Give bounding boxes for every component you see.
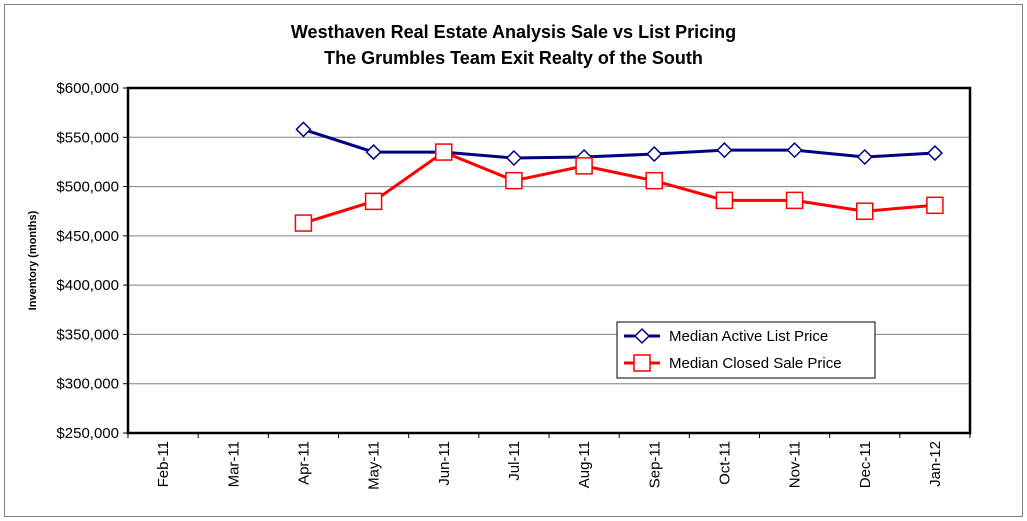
- x-tick-label: Dec-11: [857, 441, 874, 488]
- data-point-diamond: [856, 148, 873, 166]
- data-point-square: [715, 191, 734, 210]
- plot-area: [126, 86, 972, 435]
- data-point-diamond: [295, 121, 312, 138]
- y-tick-label: $400,000: [56, 277, 119, 294]
- series-group: [294, 121, 944, 232]
- chart-title: Westhaven Real Estate Analysis Sale vs L…: [290, 22, 737, 42]
- data-point-diamond: [716, 142, 733, 159]
- data-point-square: [435, 143, 453, 161]
- y-tick-label: $450,000: [56, 228, 119, 245]
- x-tick-label: Oct-11: [716, 441, 733, 485]
- data-point-diamond: [786, 142, 803, 159]
- x-tick-label: Mar-11: [225, 441, 242, 487]
- data-point-square: [505, 171, 523, 190]
- x-tick-label: Aug-11: [576, 441, 593, 488]
- x-axis: Feb-11 Mar-11 Apr-11 May-11 Jun-11 Jul-11 Aug-…: [127, 433, 971, 490]
- series-line: [302, 150, 936, 225]
- data-point-square: [575, 157, 593, 175]
- chart-frame: [4, 4, 1023, 517]
- x-tick-label: Jan-12: [927, 441, 944, 487]
- y-tick-label: $550,000: [56, 129, 119, 146]
- y-axis: $250,000 $300,000 $350,000 $400,000 $450,000…: [56, 80, 128, 442]
- chart-subtitle: The Grumbles Team Exit Realty of the Sou…: [324, 48, 703, 68]
- y-tick-label: $350,000: [56, 326, 119, 343]
- data-point-diamond: [633, 327, 651, 345]
- series-2: [294, 143, 944, 232]
- data-point-diamond: [926, 144, 943, 162]
- x-tick-label: Apr-11: [295, 441, 312, 485]
- y-tick-label: $300,000: [56, 376, 119, 393]
- data-point-diamond: [365, 144, 382, 161]
- legend-label: Median Active List Price: [669, 328, 828, 345]
- legend-box: [616, 321, 876, 379]
- series-1: [295, 121, 943, 167]
- data-point-square: [785, 191, 804, 210]
- data-point-square: [645, 171, 663, 190]
- gridlines: [128, 136, 970, 385]
- x-tick-label: Sep-11: [646, 441, 663, 488]
- x-tick-label: Feb-11: [155, 441, 172, 487]
- data-point-square: [364, 192, 383, 211]
- data-point-diamond: [505, 149, 522, 167]
- data-point-square: [294, 214, 313, 232]
- legend-label: Median Closed Sale Price: [669, 355, 842, 372]
- x-tick-label: Jul-11: [506, 441, 523, 481]
- y-axis-label: Inventory (months): [27, 210, 39, 310]
- series-line: [302, 127, 936, 160]
- data-point-square: [856, 202, 874, 220]
- data-point-square: [926, 196, 944, 215]
- data-point-diamond: [646, 145, 663, 163]
- y-tick-label: $600,000: [56, 80, 119, 97]
- data-point-square: [633, 354, 651, 372]
- x-tick-label: Jun-11: [436, 441, 453, 486]
- x-tick-label: Nov-11: [787, 441, 804, 488]
- y-tick-label: $500,000: [56, 179, 119, 196]
- legend: Median Active List Price Median Closed Sa…: [616, 321, 876, 379]
- x-tick-label: May-11: [366, 441, 383, 490]
- y-tick-label: $250,000: [56, 425, 119, 442]
